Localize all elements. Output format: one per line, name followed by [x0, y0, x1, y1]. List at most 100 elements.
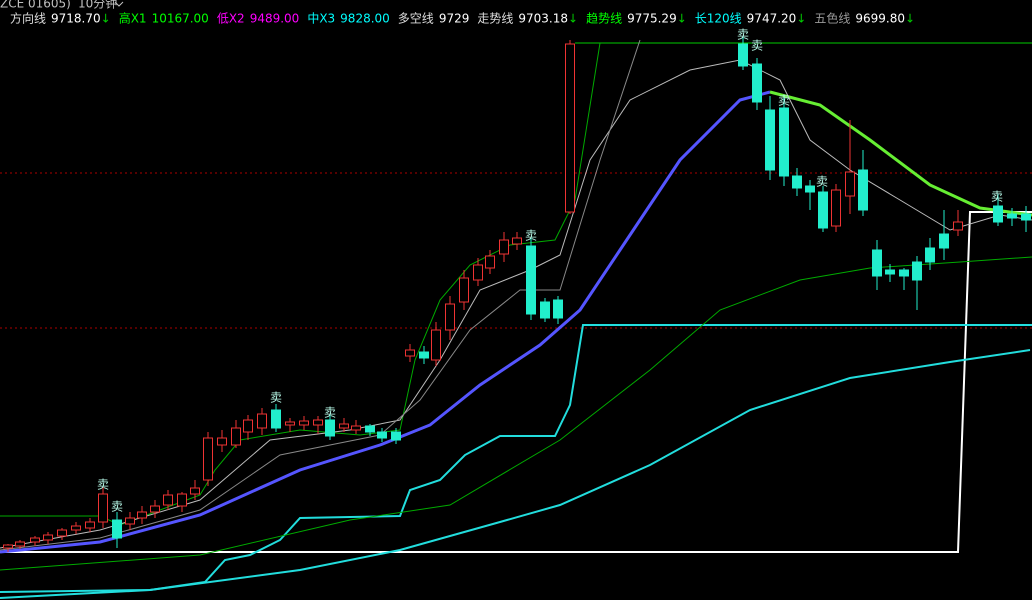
candle-body — [257, 413, 267, 429]
candle-body — [779, 107, 789, 177]
gray-ma — [0, 39, 641, 551]
candle-body — [765, 109, 775, 171]
candle-body — [231, 427, 241, 446]
candle-body — [445, 303, 455, 331]
sell-signal: 卖 — [525, 229, 537, 243]
indicator-label: 高X1 — [119, 11, 147, 26]
candle-body — [473, 264, 483, 281]
candle-body — [203, 437, 213, 481]
candle-body — [553, 299, 563, 319]
candle-body — [953, 221, 963, 231]
indicator-label: 中X3 — [307, 11, 335, 26]
candle-body — [15, 541, 25, 547]
blue-ma — [0, 90, 771, 554]
indicator-arrow: ↓ — [796, 12, 806, 26]
indicator-arrow: ↓ — [677, 12, 687, 26]
candle-body — [899, 269, 909, 277]
candles — [3, 36, 1031, 552]
candle-body — [431, 329, 441, 361]
sell-signal: 卖 — [111, 500, 123, 514]
indicator-label: 趋势线 — [586, 12, 622, 26]
candle-body — [137, 511, 147, 519]
candle-body — [377, 431, 387, 439]
sell-signal: 卖 — [97, 478, 109, 492]
indicator-value: 10167.00 — [152, 12, 209, 26]
candle-body — [540, 301, 550, 319]
sell-signal: 卖 — [270, 391, 282, 405]
indicator-value: 9828.00 — [340, 12, 390, 26]
candle-body — [405, 349, 415, 357]
period[interactable]: 10分钟 — [78, 0, 117, 11]
candle-body — [419, 351, 429, 359]
candle-body — [512, 237, 522, 245]
candle-body — [177, 493, 187, 507]
candle-body — [285, 421, 295, 426]
indicator-legend: 方向线 9718.70 ↓ 高X1 10167.00 低X2 9489.00 中X3 9828.… — [10, 11, 915, 26]
sell-signal: 卖 — [816, 175, 828, 189]
indicator-value: 9718.70 — [51, 12, 101, 26]
candle-body — [299, 420, 309, 426]
indicator-value: 9703.18 — [518, 12, 568, 26]
candle-body — [125, 517, 135, 525]
candle-body — [818, 191, 828, 229]
indicator-arrow: ↓ — [101, 12, 111, 26]
candle-body — [3, 544, 13, 549]
candle-body — [98, 493, 108, 523]
candle-body — [71, 525, 81, 531]
candle-body — [391, 431, 401, 441]
indicator-label: 五色线 — [814, 12, 850, 26]
green-ma — [769, 90, 1032, 217]
indicator-value: 9775.29 — [627, 12, 677, 26]
sell-signal: 卖 — [751, 39, 763, 53]
indicator-value: 9747.20 — [747, 12, 797, 26]
candle-body — [351, 425, 361, 431]
candle-body — [325, 419, 335, 437]
dropdown-arrow[interactable] — [114, 1, 124, 7]
candle-body — [271, 409, 281, 429]
candle-body — [57, 529, 67, 537]
candle-body — [112, 519, 122, 539]
candle-body — [1007, 213, 1017, 219]
candle-body — [243, 419, 253, 433]
candle-body — [217, 437, 227, 446]
candle-body — [365, 425, 375, 433]
indicator-arrow: ↓ — [568, 12, 578, 26]
candle-body — [85, 521, 95, 529]
ma-line — [0, 256, 1032, 571]
candle-body — [858, 169, 868, 211]
sell-signal: 卖 — [737, 28, 749, 42]
candle-body — [752, 63, 762, 103]
indicator-value: 9699.80 — [855, 12, 905, 26]
sell-signal: 卖 — [991, 190, 1003, 204]
candle-body — [792, 175, 802, 189]
candle-body — [190, 487, 200, 495]
candle-body — [939, 233, 949, 249]
candle-body — [150, 505, 160, 513]
indicator-label: 长120线 — [695, 12, 742, 26]
candle-body — [485, 255, 495, 269]
candle-body — [831, 189, 841, 227]
candle-body — [925, 247, 935, 263]
mid-line — [0, 324, 1032, 593]
sell-signal: 卖 — [778, 94, 790, 108]
long-line — [0, 349, 1031, 599]
candle-body — [565, 43, 575, 213]
indicator-arrow: ↓ — [905, 12, 915, 26]
indicator-label: 方向线 — [10, 11, 46, 26]
candle-body — [738, 43, 748, 67]
white-ma — [0, 59, 1032, 549]
indicator-value: 9729 — [439, 12, 470, 26]
candle-body — [912, 261, 922, 281]
candle-body — [163, 494, 173, 506]
trend-line — [0, 42, 601, 526]
indicator-label: 多空线 — [398, 12, 434, 26]
candle-body — [993, 205, 1003, 223]
candle-body — [30, 537, 40, 543]
candle-body — [845, 171, 855, 197]
candle-body — [885, 269, 895, 275]
candle-body — [313, 419, 323, 426]
indicator-label: 走势线 — [477, 12, 513, 26]
